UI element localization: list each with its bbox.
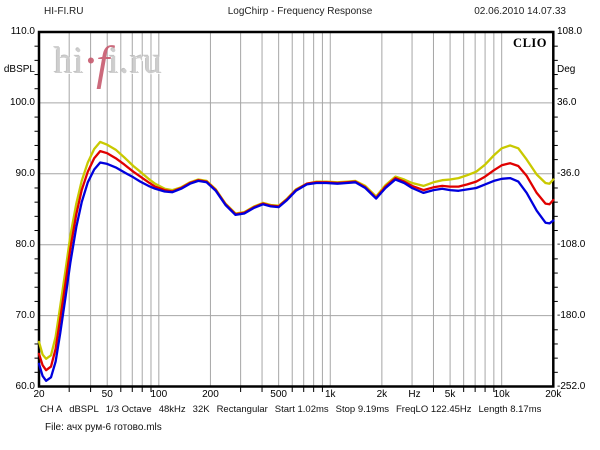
right-axis-unit: Deg <box>557 64 576 75</box>
watermark-text: hi <box>54 41 85 82</box>
freqlo-field: FreqLO 122.45Hz <box>396 404 472 415</box>
x-axis-label: 10k <box>493 389 510 400</box>
datetime-stamp: 02.06.2010 14.07.33 <box>474 6 566 17</box>
left-axis-unit: dBSPL <box>3 64 35 75</box>
y-axis-label-right: -36.0 <box>557 167 580 179</box>
x-axis-label: 5k <box>444 389 456 400</box>
measurement-title: LogChirp - Frequency Response <box>227 6 373 17</box>
length-field: Length 8.17ms <box>478 404 542 415</box>
clio-logo: CLIO <box>513 36 547 50</box>
x-axis-label: 2k <box>376 389 388 400</box>
watermark-text-2: i.ru <box>108 41 163 82</box>
window-field: Rectangular <box>216 404 268 415</box>
measurement-settings-bar: CH A dBSPL 1/3 Octave 48kHz 32K Rectangu… <box>40 404 596 415</box>
stop-time-field: Stop 9.19ms <box>335 404 389 415</box>
x-axis-label: 100 <box>150 389 168 400</box>
watermark-f: f <box>96 37 111 90</box>
curve-red-trace <box>37 149 555 372</box>
y-axis-label-left: 70.0 <box>15 309 35 321</box>
y-axis-label-right: -108.0 <box>557 238 586 250</box>
y-axis-label-right: -252.0 <box>557 380 586 392</box>
curve-yellow-trace <box>37 140 555 360</box>
x-axis-label: 50 <box>101 389 113 400</box>
hifi-ru-watermark: hi·fi.ru <box>54 38 163 88</box>
plot-border <box>37 30 555 388</box>
window-label: HI-FI.RU <box>44 6 84 17</box>
curve-blue-trace <box>37 161 555 382</box>
y-axis-label-right: -180.0 <box>557 309 586 321</box>
y-axis-label-right: 36.0 <box>557 96 577 108</box>
x-axis-label: 200 <box>202 389 219 400</box>
x-axis-label: 20k <box>545 389 562 400</box>
y-axis-label-left: 80.0 <box>15 238 35 250</box>
x-axis-label: 500 <box>270 389 287 400</box>
x-axis-label: Hz <box>408 389 421 400</box>
y-axis-label-right: 108.0 <box>557 26 583 37</box>
fftsize-field: 32K <box>192 404 210 415</box>
y-axis-label-left: 90.0 <box>15 167 35 179</box>
y-axis-label-left: 100.0 <box>9 96 35 108</box>
smoothing-field: 1/3 Octave <box>105 404 152 415</box>
x-axis-label: 1k <box>324 389 336 400</box>
y-axis-label-left: 60.0 <box>15 380 35 392</box>
start-time-field: Start 1.02ms <box>274 404 329 415</box>
y-axis-label-left: 110.0 <box>10 26 35 37</box>
unit-field: dBSPL <box>69 404 99 415</box>
loaded-file-name: File: ачх рум-6 готово.mls <box>45 422 162 433</box>
x-axis-label: 20 <box>33 389 45 400</box>
watermark-dot: · <box>84 41 99 82</box>
samplerate-field: 48kHz <box>158 404 186 415</box>
channel-field: CH A <box>40 404 63 415</box>
